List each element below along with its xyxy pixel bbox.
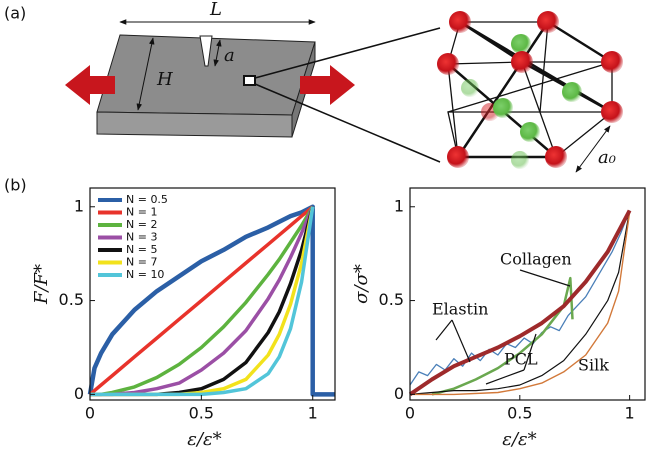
- series-line: [90, 206, 315, 397]
- dimension-label: H: [156, 69, 173, 90]
- dimension-label: a₀: [598, 147, 616, 168]
- y-tick-label: 1: [394, 196, 404, 215]
- specimen: [96, 34, 316, 138]
- zoom-line: [254, 27, 441, 79]
- legend-label: N = 10: [126, 268, 164, 281]
- load-arrow: [65, 65, 115, 105]
- series-annotation: Collagen: [500, 250, 572, 269]
- dimension-label: L: [209, 0, 222, 20]
- annotation-arrow: [523, 333, 537, 371]
- x-tick-label: 0: [405, 404, 415, 423]
- legend-label: N = 5: [126, 243, 157, 256]
- x-tick-label: 1: [625, 404, 635, 423]
- x-tick-label: 0: [85, 404, 95, 423]
- series-line: [88, 205, 314, 396]
- x-axis-label: ε/ε*: [187, 429, 221, 450]
- annotation-arrow: [435, 319, 453, 341]
- y-tick-label: 0.5: [379, 290, 404, 309]
- y-tick-label: 0.5: [59, 290, 84, 309]
- dimension: [575, 125, 611, 173]
- annotation-arrow: [451, 319, 471, 363]
- dimension: [136, 37, 155, 111]
- legend-label: N = 1: [126, 206, 157, 219]
- y-axis-label: σ/σ*: [351, 264, 372, 304]
- dimension: [213, 39, 222, 67]
- series-annotation: Silk: [578, 356, 609, 375]
- series-line: [431, 276, 574, 396]
- legend-label: N = 0.5: [126, 193, 168, 206]
- panel-label: (b): [4, 176, 27, 195]
- series-annotation: PCL: [504, 350, 538, 369]
- legend-label: N = 7: [126, 256, 157, 269]
- series-annotation: Elastin: [432, 300, 488, 319]
- panel-label: (a): [4, 4, 26, 23]
- x-tick-label: 1: [308, 404, 318, 423]
- series-line: [409, 210, 631, 386]
- x-tick-label: 0.5: [507, 404, 532, 423]
- x-axis-label: ε/ε*: [502, 429, 536, 450]
- series-line: [408, 209, 632, 397]
- dimension-label: a: [224, 45, 235, 66]
- annotation-arrow: [519, 269, 571, 287]
- plot-frame: [89, 187, 336, 401]
- annotation-arrow: [485, 369, 525, 385]
- legend-label: N = 2: [126, 218, 157, 231]
- series-line: [409, 210, 631, 395]
- plot-frame: [409, 187, 646, 401]
- y-tick-label: 0: [74, 384, 84, 403]
- legend-label: N = 3: [126, 231, 157, 244]
- atoms: [437, 11, 623, 169]
- load-arrow: [300, 65, 355, 105]
- y-axis-label: F/F*: [31, 264, 52, 305]
- legend: N = 0.5N = 1N = 2N = 3N = 5N = 7N = 10: [98, 193, 168, 281]
- y-tick-label: 1: [74, 196, 84, 215]
- series-line: [87, 204, 335, 397]
- y-tick-label: 0: [394, 384, 404, 403]
- series-line: [410, 212, 631, 396]
- zoom-line: [254, 83, 441, 163]
- x-tick-label: 0.5: [189, 404, 214, 423]
